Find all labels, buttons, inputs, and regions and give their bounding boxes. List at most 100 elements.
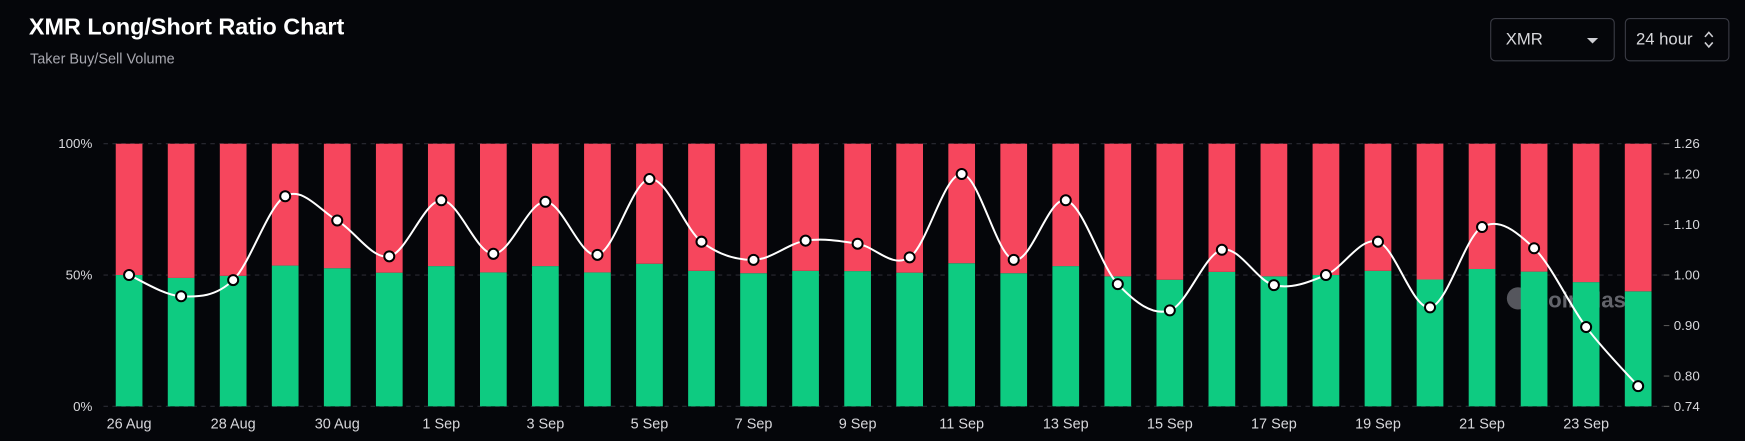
x-tick-label: 7 Sep (735, 417, 773, 433)
ratio-point (435, 194, 448, 207)
bar-segment (323, 143, 351, 269)
ratio-point (747, 253, 760, 266)
x-tick-label: 1 Sep (422, 417, 460, 433)
ratio-point (383, 250, 396, 263)
bar-segment (1572, 282, 1600, 407)
bar-segment (948, 143, 976, 264)
y2-tick-label: 1.20 (1674, 166, 1700, 181)
bar-segment (1468, 268, 1496, 407)
ratio-point (955, 168, 968, 181)
bar-segment (1156, 279, 1184, 407)
bar-segment (1260, 276, 1288, 407)
chart-subtitle: Taker Buy/Sell Volume (30, 52, 175, 68)
ratio-point (123, 269, 136, 282)
y2-tick-label: 0.74 (1674, 399, 1701, 414)
ratio-point (175, 290, 188, 303)
ratio-point (643, 173, 656, 186)
bar-segment (948, 263, 976, 407)
bar-segment (1104, 143, 1132, 277)
interval-value[interactable]: 24 hour (1636, 30, 1693, 49)
bar-segment (219, 275, 247, 407)
x-tick-label: 15 Sep (1147, 417, 1193, 433)
ratio-point (799, 234, 812, 247)
symbol-value[interactable]: XMR (1506, 30, 1543, 49)
ratio-point (279, 190, 292, 203)
bar-segment (1052, 266, 1080, 407)
interval-select[interactable] (1624, 17, 1730, 62)
bar-segment (792, 270, 819, 407)
dropdown-arrow (1586, 37, 1599, 44)
bar-segment (636, 263, 663, 407)
bar-segment (896, 272, 924, 407)
bar-segment (688, 143, 715, 271)
ratio-point (591, 248, 604, 261)
symbol-select[interactable] (1490, 17, 1615, 62)
bar-segment (1364, 270, 1392, 407)
y2-tick-label: 1.10 (1674, 217, 1700, 232)
y2-tick-label: 0.90 (1674, 318, 1700, 333)
bar-segment (1156, 143, 1184, 280)
bar-segment (1364, 143, 1392, 271)
ratio-point (1632, 380, 1645, 393)
y2-tick-label: 1.26 (1674, 136, 1700, 151)
ratio-point (851, 237, 864, 250)
x-tick-label: 26 Aug (107, 417, 152, 433)
y-tick-label: 0% (73, 399, 92, 414)
ratio-point (1111, 278, 1124, 291)
bar-segment (115, 143, 143, 276)
bar-segment (844, 143, 871, 272)
ratio-point (695, 235, 708, 248)
ratio-point (1059, 194, 1072, 207)
y-tick-label: 100% (58, 136, 92, 151)
ratio-point (1371, 235, 1384, 248)
x-tick-label: 9 Sep (839, 417, 877, 433)
x-tick-label: 30 Aug (315, 417, 360, 433)
x-tick-label: 11 Sep (939, 417, 984, 433)
x-tick-label: 28 Aug (211, 417, 256, 433)
bar-segment (219, 143, 247, 276)
bar-segment (1000, 273, 1028, 407)
bar-segment (1572, 143, 1600, 283)
ratio-point (1163, 304, 1176, 317)
bar-segment (636, 143, 663, 264)
bar-segment (740, 143, 767, 274)
ratio-point (1215, 243, 1228, 256)
bar-segment (1416, 143, 1444, 280)
ratio-point (1319, 269, 1332, 282)
bar-segment (532, 266, 559, 407)
ratio-point (1424, 301, 1437, 314)
bar-segment (1104, 276, 1132, 407)
bar-segment (427, 266, 455, 407)
bar-segment (740, 273, 767, 407)
bar-segment (1624, 143, 1652, 292)
x-tick-label: 13 Sep (1043, 417, 1089, 433)
ratio-point (227, 274, 240, 287)
x-tick-label: 23 Sep (1563, 417, 1609, 433)
x-tick-label: 5 Sep (631, 417, 669, 433)
bar-segment (1416, 279, 1444, 407)
chart-title: XMR Long/Short Ratio Chart (29, 14, 345, 40)
bar-segment (792, 143, 819, 271)
ratio-point (487, 247, 500, 260)
ratio-point (1007, 253, 1020, 266)
ratio-point (331, 214, 344, 227)
bar-segment (1468, 143, 1496, 269)
ratio-point (1267, 279, 1280, 292)
y-tick-label: 50% (66, 267, 93, 282)
ratio-point (1528, 242, 1541, 255)
bar-segment (584, 272, 611, 407)
bar-segment (323, 268, 351, 407)
y2-tick-label: 0.80 (1674, 368, 1700, 383)
bar-segment (1000, 143, 1028, 274)
bar-segment (1312, 143, 1340, 276)
ratio-line (128, 173, 1639, 387)
bar-segment (1312, 275, 1340, 407)
bar-segment (1260, 143, 1288, 277)
bar-segment (896, 143, 924, 273)
bar-segment (1208, 271, 1236, 407)
bar-segment (479, 272, 507, 407)
spinner-icon (1704, 31, 1714, 49)
x-tick-label: 19 Sep (1355, 417, 1401, 433)
